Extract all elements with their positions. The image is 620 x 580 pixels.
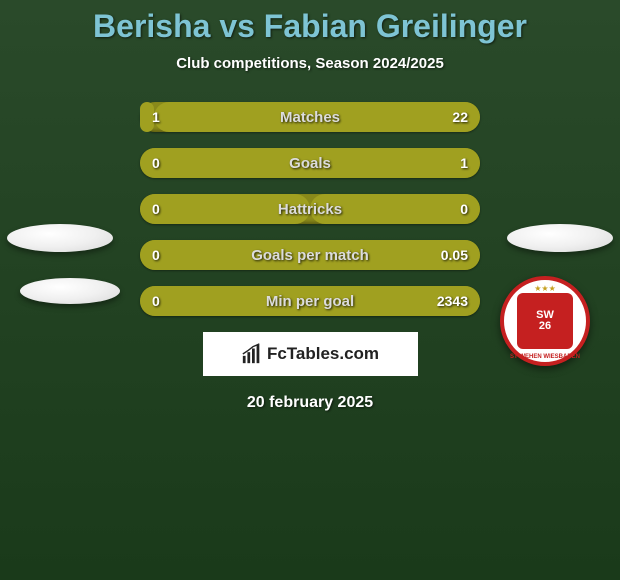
stat-value-right: 0 <box>460 201 468 217</box>
stat-label: Hattricks <box>140 201 480 218</box>
chart-icon <box>241 343 263 365</box>
stat-row: 0Hattricks0 <box>140 194 480 224</box>
player-right-avatar-placeholder <box>507 224 613 252</box>
comparison-layout: ★★★ SW 26 ST WEHEN WIESBADEN 1Matches220… <box>0 102 620 412</box>
stat-value-right: 22 <box>452 109 468 125</box>
stat-row: 1Matches22 <box>140 102 480 132</box>
brand-logo[interactable]: FcTables.com <box>203 332 418 376</box>
stats-table: 1Matches220Goals10Hattricks00Goals per m… <box>140 102 480 316</box>
brand-text: FcTables.com <box>267 344 379 364</box>
date-text: 20 february 2025 <box>0 394 620 412</box>
crest-ring-text: ST WEHEN WIESBADEN <box>510 354 580 360</box>
player-left-avatar-placeholder <box>7 224 113 252</box>
crest-stars-icon: ★★★ <box>534 284 556 293</box>
club-left-crest-placeholder <box>20 278 120 304</box>
stat-label: Matches <box>140 109 480 126</box>
stat-row: 0Goals1 <box>140 148 480 178</box>
page-title: Berisha vs Fabian Greilinger <box>0 0 620 45</box>
stat-label: Min per goal <box>140 293 480 310</box>
stat-value-right: 2343 <box>437 293 468 309</box>
club-right-crest: ★★★ SW 26 ST WEHEN WIESBADEN <box>500 276 590 366</box>
stat-value-right: 0.05 <box>441 247 468 263</box>
stat-row: 0Min per goal2343 <box>140 286 480 316</box>
stat-label: Goals <box>140 155 480 172</box>
crest-shield: SW 26 <box>517 293 573 349</box>
page-subtitle: Club competitions, Season 2024/2025 <box>0 55 620 72</box>
stat-row: 0Goals per match0.05 <box>140 240 480 270</box>
crest-number: 26 <box>539 321 551 332</box>
stat-value-right: 1 <box>460 155 468 171</box>
stat-label: Goals per match <box>140 247 480 264</box>
